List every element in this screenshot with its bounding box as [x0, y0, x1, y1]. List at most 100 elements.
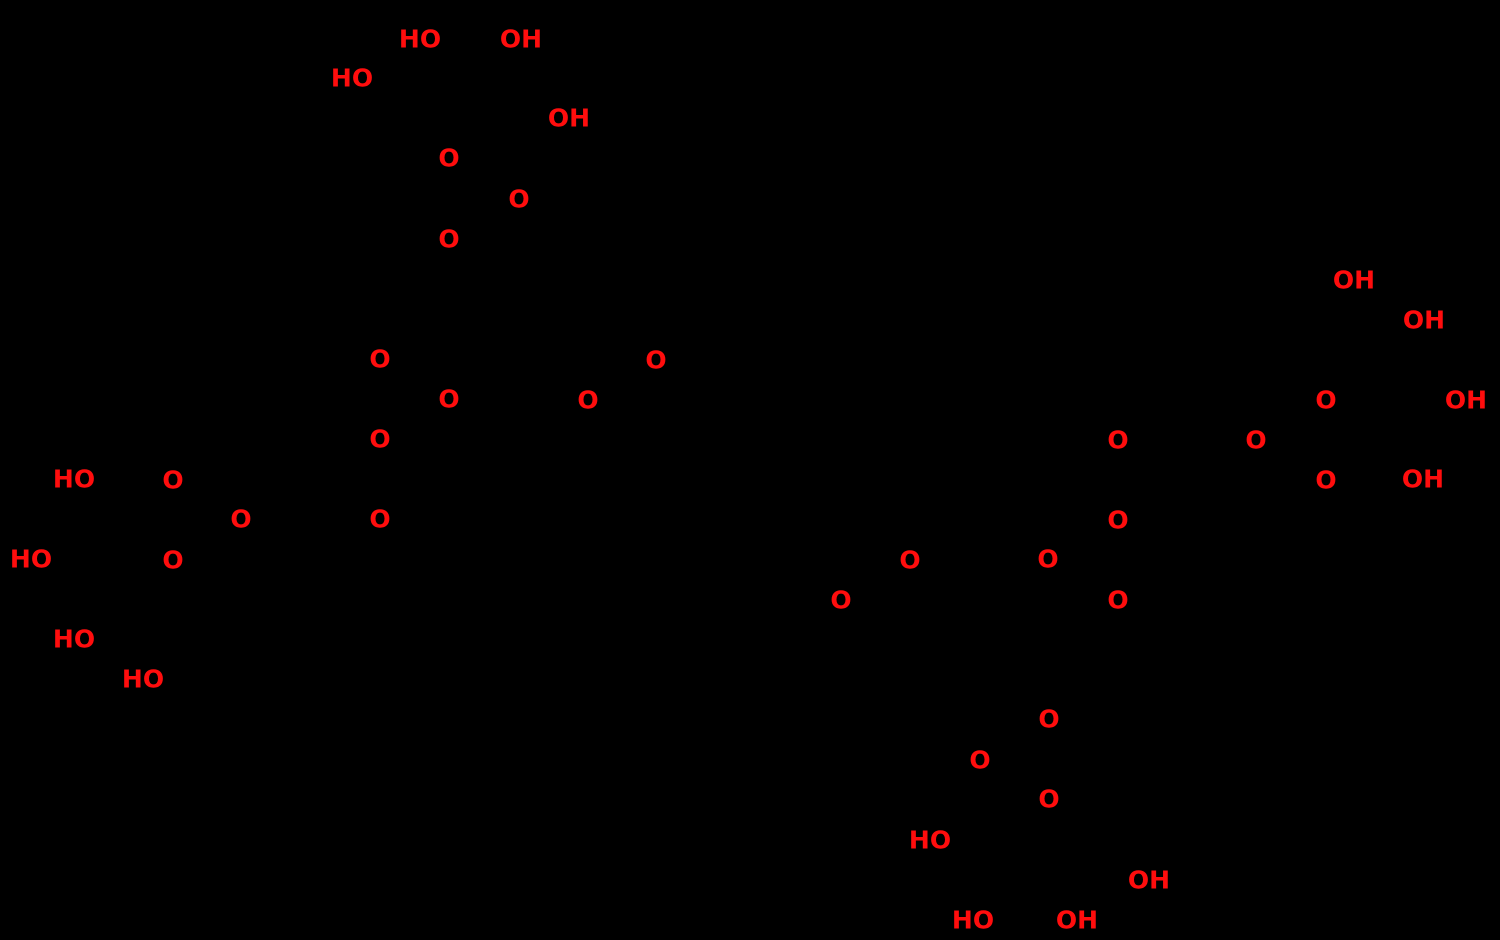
bond [388, 398, 439, 403]
bond [1378, 343, 1432, 372]
bond [447, 54, 507, 92]
atom-label-o: O [899, 545, 921, 575]
atom-label-o: O [1038, 704, 1060, 734]
bond [158, 490, 175, 522]
bond [898, 570, 912, 602]
bond [1038, 838, 1102, 882]
atom-label-o: O [1037, 544, 1059, 574]
atom-label-o: O [369, 344, 391, 374]
bond [418, 54, 451, 92]
bond [378, 398, 392, 430]
bond [1426, 332, 1432, 347]
bond [948, 843, 992, 862]
atom-label-o: O [1107, 505, 1129, 535]
bond [1242, 418, 1282, 442]
atom-label-ho: HO [398, 24, 442, 54]
atom-label-o: O [1245, 425, 1267, 455]
bond [1336, 458, 1412, 482]
bond [1428, 343, 1442, 402]
bond [171, 490, 192, 502]
bond [1008, 718, 1042, 792]
bond [1168, 418, 1232, 432]
atom-label-o: O [1315, 465, 1337, 495]
bond [468, 118, 482, 177]
atom-label-o: O [369, 424, 391, 454]
atom-label-oh: OH [547, 103, 591, 133]
bond [1336, 368, 1382, 402]
atom-label-ho: HO [908, 825, 952, 855]
bond [108, 498, 162, 522]
atom-label-o: O [830, 585, 852, 615]
bond [993, 908, 1062, 917]
bond [1368, 308, 1382, 372]
bond [522, 110, 554, 126]
bond [1116, 418, 1172, 454]
bond [447, 146, 472, 177]
atom-label-o: O [1107, 425, 1129, 455]
bond [1098, 876, 1132, 882]
atom-label-o: O [162, 545, 184, 575]
bond [1408, 398, 1442, 462]
bond [188, 498, 231, 521]
atom-label-o: O [438, 384, 460, 414]
atom-label-o: O [162, 465, 184, 495]
bond [1438, 398, 1452, 404]
atom-label-ho: HO [9, 544, 53, 574]
bond [68, 538, 82, 602]
bond [76, 598, 82, 628]
atom-label-o: O [438, 143, 460, 173]
bond [364, 90, 396, 110]
bond [138, 638, 147, 668]
bond [988, 858, 997, 912]
bond [138, 570, 175, 642]
bond [447, 194, 462, 230]
bond [1038, 809, 1051, 842]
atom-label-oh: OH [1401, 464, 1445, 494]
atom-label-oh: OH [1332, 265, 1376, 295]
atom-label-o: O [1315, 385, 1337, 415]
bond [447, 88, 482, 122]
atom-label-o: O [1038, 784, 1060, 814]
bond [478, 308, 542, 322]
bond [378, 338, 422, 372]
bond [438, 250, 451, 292]
atom-label-o: O [369, 504, 391, 534]
atom-label-oh: OH [1127, 865, 1171, 895]
bond [298, 478, 342, 512]
atom-label-ho: HO [121, 664, 165, 694]
bond [1108, 530, 1120, 572]
bond [378, 368, 392, 402]
atom-label-oh: OH [1402, 305, 1446, 335]
bond [958, 688, 1012, 722]
bond [158, 518, 175, 550]
atom-label-ho: HO [52, 464, 96, 494]
bond [1058, 878, 1102, 917]
bond [988, 838, 1042, 862]
bond [68, 498, 112, 542]
bond [1358, 292, 1372, 312]
bond [538, 308, 592, 342]
bond [447, 168, 462, 198]
bond [990, 718, 1012, 754]
bond [78, 598, 142, 642]
bond [1108, 450, 1120, 482]
bond [478, 110, 526, 122]
atom-label-oh: OH [1444, 385, 1488, 415]
bond [948, 628, 962, 692]
bond [1278, 401, 1316, 422]
atom-label-o: O [969, 745, 991, 775]
bond [598, 368, 642, 392]
atom-label-ho: HO [330, 63, 374, 93]
atom-label-ho: HO [52, 624, 96, 654]
bond [1108, 568, 1120, 592]
atom-label-oh: OH [499, 24, 543, 54]
bond [253, 508, 302, 521]
atom-label-o: O [1107, 585, 1129, 615]
atom-label-o: O [438, 224, 460, 254]
bond [458, 194, 507, 205]
bond [586, 338, 592, 392]
atom-label-o: O [645, 345, 667, 375]
bond [898, 598, 952, 632]
